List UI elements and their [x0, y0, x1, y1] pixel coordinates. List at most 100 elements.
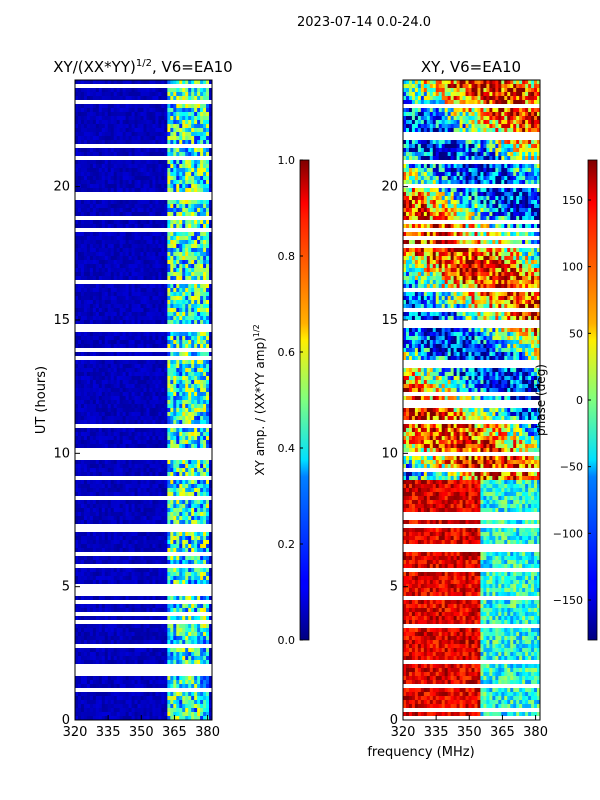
- heatmap-cell: [131, 344, 135, 349]
- heatmap-cell: [116, 96, 121, 101]
- heatmap-cell: [149, 264, 153, 269]
- heatmap-cell: [197, 388, 201, 393]
- heatmap-cell: [104, 80, 109, 85]
- heatmap-cell: [104, 344, 109, 349]
- heatmap-cell: [110, 504, 115, 509]
- heatmap-cell: [110, 352, 115, 357]
- heatmap-cell: [191, 312, 195, 317]
- heatmap-cell: [122, 224, 127, 229]
- heatmap-cell: [104, 172, 109, 177]
- heatmap-cell: [176, 488, 180, 493]
- heatmap-cell: [158, 256, 162, 261]
- heatmap-cell: [122, 220, 127, 225]
- heatmap-cell: [89, 448, 94, 453]
- heatmap-cell: [89, 376, 94, 381]
- heatmap-cell: [107, 136, 112, 141]
- heatmap-cell: [176, 180, 180, 185]
- heatmap-cell: [206, 236, 210, 241]
- heatmap-cell: [194, 332, 198, 337]
- heatmap-cell: [140, 456, 144, 461]
- heatmap-cell: [86, 448, 91, 453]
- heatmap-cell: [113, 136, 118, 141]
- heatmap-cell: [146, 156, 150, 161]
- heatmap-cell: [113, 272, 118, 277]
- heatmap-cell: [185, 304, 189, 309]
- heatmap-cell: [116, 496, 121, 501]
- heatmap-cell: [185, 336, 189, 341]
- heatmap-cell: [176, 412, 180, 417]
- heatmap-cell: [203, 140, 207, 145]
- heatmap-cell: [146, 80, 150, 85]
- heatmap-cell: [155, 356, 159, 361]
- heatmap-cell: [176, 240, 180, 245]
- heatmap-cell: [146, 380, 150, 385]
- heatmap-cell: [164, 156, 168, 161]
- heatmap-cell: [185, 380, 189, 385]
- heatmap-cell: [188, 224, 192, 229]
- heatmap-cell: [140, 400, 144, 405]
- heatmap-cell: [89, 80, 94, 85]
- heatmap-cell: [143, 432, 147, 437]
- heatmap-cell: [191, 84, 195, 89]
- heatmap-cell: [161, 388, 165, 393]
- heatmap-cell: [86, 244, 91, 249]
- heatmap-cell: [83, 264, 88, 269]
- heatmap-cell: [110, 172, 115, 177]
- heatmap-cell: [197, 344, 201, 349]
- heatmap-cell: [131, 276, 135, 281]
- heatmap-cell: [80, 260, 85, 265]
- heatmap-cell: [140, 344, 144, 349]
- heatmap-cell: [149, 256, 153, 261]
- heatmap-cell: [80, 320, 85, 325]
- heatmap-cell: [197, 276, 201, 281]
- heatmap-cell: [197, 256, 201, 261]
- heatmap-cell: [83, 180, 88, 185]
- heatmap-cell: [155, 508, 159, 513]
- heatmap-cell: [95, 344, 100, 349]
- heatmap-cell: [182, 172, 186, 177]
- heatmap-cell: [179, 260, 183, 265]
- heatmap-cell: [125, 172, 130, 177]
- heatmap-cell: [89, 324, 94, 329]
- heatmap-cell: [191, 328, 195, 333]
- heatmap-cell: [206, 388, 210, 393]
- heatmap-cell: [92, 280, 97, 285]
- heatmap-cell: [75, 372, 79, 377]
- heatmap-cell: [125, 388, 130, 393]
- heatmap-cell: [128, 136, 132, 141]
- heatmap-cell: [179, 364, 183, 369]
- heatmap-cell: [173, 452, 177, 457]
- heatmap-cell: [158, 208, 162, 213]
- heatmap-cell: [110, 140, 115, 145]
- heatmap-cell: [89, 380, 94, 385]
- heatmap-cell: [101, 152, 106, 157]
- heatmap-cell: [75, 100, 79, 105]
- heatmap-cell: [113, 92, 118, 97]
- heatmap-cell: [173, 500, 177, 505]
- heatmap-cell: [194, 404, 198, 409]
- heatmap-cell: [149, 188, 153, 193]
- heatmap-cell: [75, 348, 79, 353]
- heatmap-cell: [125, 320, 130, 325]
- heatmap-cell: [152, 276, 156, 281]
- heatmap-cell: [95, 204, 100, 209]
- heatmap-cell: [179, 472, 183, 477]
- heatmap-cell: [182, 468, 186, 473]
- heatmap-cell: [182, 96, 186, 101]
- heatmap-cell: [152, 384, 156, 389]
- heatmap-cell: [137, 484, 141, 489]
- heatmap-cell: [125, 300, 130, 305]
- heatmap-cell: [158, 116, 162, 121]
- heatmap-cell: [89, 296, 94, 301]
- heatmap-cell: [209, 440, 212, 445]
- heatmap-cell: [197, 156, 201, 161]
- heatmap-cell: [155, 500, 159, 505]
- heatmap-cell: [80, 84, 85, 89]
- heatmap-cell: [170, 288, 174, 293]
- heatmap-cell: [98, 468, 103, 473]
- heatmap-cell: [209, 124, 212, 129]
- heatmap-cell: [149, 120, 153, 125]
- heatmap-cell: [161, 200, 165, 205]
- heatmap-cell: [131, 228, 135, 233]
- heatmap-cell: [200, 172, 204, 177]
